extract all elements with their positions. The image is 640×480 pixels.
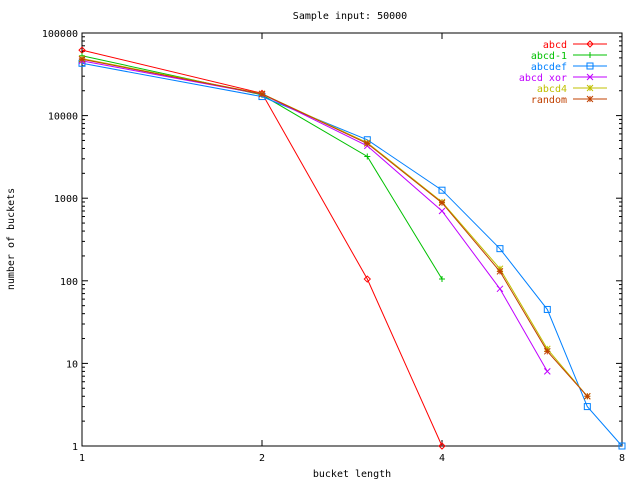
series-layer — [78, 46, 626, 450]
x-tick-label: 4 — [439, 453, 445, 464]
y-tick-label: 10000 — [48, 112, 78, 123]
data-point — [496, 268, 504, 275]
data-point — [364, 153, 371, 160]
data-point — [439, 276, 445, 283]
legend-label: abcdef — [531, 62, 567, 73]
data-point — [363, 140, 371, 147]
data-point — [258, 90, 266, 98]
legend-marker — [586, 40, 594, 48]
y-tick-label: 1 — [72, 442, 78, 453]
data-point — [496, 285, 504, 293]
legend-marker — [586, 95, 594, 103]
y-tick-label: 1000 — [54, 194, 78, 205]
series-abcd — [78, 46, 446, 450]
data-point — [583, 392, 591, 400]
y-tick-label: 100 — [60, 277, 78, 288]
legend-label: abcd-1 — [531, 51, 567, 62]
x-tick-label: 2 — [259, 453, 265, 464]
legend-label: abcd4 — [537, 84, 567, 95]
legend-label: abcd — [543, 40, 567, 51]
data-point — [438, 199, 446, 207]
x-tick-label: 8 — [619, 453, 625, 464]
y-tick-label: 10 — [66, 359, 78, 370]
legend-label: random — [531, 95, 567, 106]
data-point — [438, 207, 446, 215]
y-tick-label: 100000 — [42, 29, 78, 40]
data-point — [438, 186, 446, 194]
x-axis-label: bucket length — [313, 469, 391, 480]
series-line — [81, 55, 443, 280]
series-random — [78, 55, 591, 400]
data-point — [78, 55, 86, 63]
y-axis-label: number of buckets — [6, 188, 17, 290]
data-point — [618, 442, 626, 450]
x-tick-label: 1 — [79, 453, 85, 464]
data-point — [363, 275, 372, 283]
data-point — [438, 442, 446, 450]
data-point — [543, 347, 551, 355]
series-line — [81, 49, 443, 447]
data-point — [583, 403, 591, 411]
data-point — [496, 245, 504, 253]
series-line — [81, 62, 623, 447]
legend-marker — [587, 52, 593, 58]
legend-label: abcd xor — [519, 73, 567, 84]
data-point — [543, 368, 551, 375]
legend-marker — [586, 62, 594, 70]
legend-marker — [586, 73, 594, 81]
data-point — [543, 305, 551, 313]
chart-title: Sample input: 50000 — [293, 11, 407, 22]
plot-frame — [81, 32, 623, 447]
legend-marker — [586, 84, 594, 92]
